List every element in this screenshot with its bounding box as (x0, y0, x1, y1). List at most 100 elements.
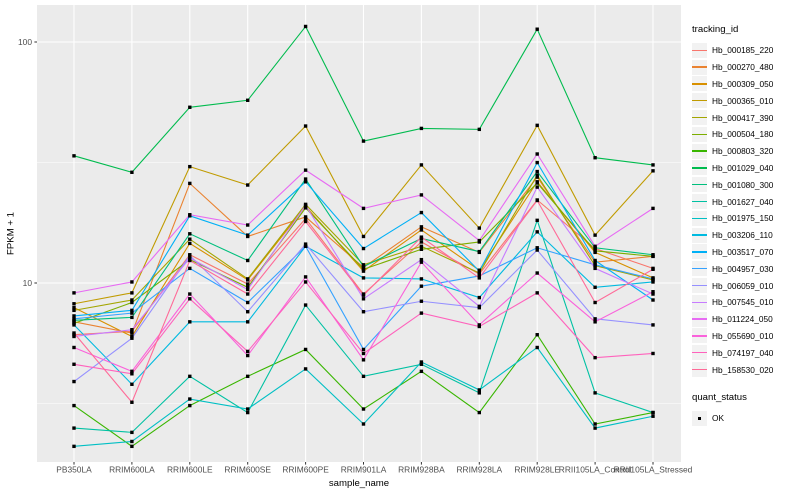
data-point (593, 300, 597, 305)
legend-item-label: Hb_055690_010 (712, 330, 774, 341)
data-point (72, 323, 76, 327)
data-point (246, 300, 250, 305)
data-point (246, 282, 250, 286)
data-point (246, 258, 250, 263)
data-point (361, 347, 366, 352)
quant-ok-square-marker-icon (692, 410, 707, 426)
legend-item-Hb_000270_480: Hb_000270_480 (692, 59, 798, 76)
data-point (419, 244, 424, 248)
data-point (246, 320, 250, 324)
data-point (188, 213, 192, 217)
legend-title-quant-status: quant_status (692, 391, 747, 403)
data-point (419, 369, 424, 374)
data-point (361, 422, 366, 426)
legend-item-Hb_000309_050: Hb_000309_050 (692, 76, 798, 93)
data-point (535, 333, 539, 337)
data-point (72, 317, 76, 321)
data-point (651, 267, 655, 271)
data-point (361, 269, 366, 273)
data-point (72, 308, 76, 313)
data-point (72, 444, 76, 449)
legend-item-Hb_006059_010: Hb_006059_010 (692, 277, 798, 294)
data-point (361, 264, 366, 269)
data-point (361, 206, 366, 211)
data-point (361, 297, 366, 301)
data-point (246, 287, 250, 292)
data-point (535, 230, 539, 234)
legend-line-swatch-icon (692, 160, 707, 176)
data-point (303, 244, 308, 248)
data-point (130, 170, 134, 174)
x-tick-label: RRIM901LA (341, 465, 387, 475)
data-point (303, 367, 308, 371)
legend-item-Hb_007545_010: Hb_007545_010 (692, 294, 798, 311)
data-point (246, 277, 250, 281)
data-point (303, 24, 308, 29)
data-point (535, 198, 539, 203)
data-point (419, 225, 424, 229)
legend-line-swatch-icon (692, 294, 707, 310)
data-point (593, 391, 597, 395)
legend-line-swatch-icon (692, 362, 707, 378)
data-point (72, 362, 76, 366)
data-point (130, 369, 134, 374)
x-tick-label: RRII105LA_Control (559, 465, 632, 475)
y-tick-label: 10 (23, 278, 33, 288)
data-point (188, 237, 192, 241)
legend-item-Hb_000803_320: Hb_000803_320 (692, 143, 798, 160)
data-point (246, 310, 250, 314)
data-point (419, 311, 424, 315)
legend-item-Hb_074197_040: Hb_074197_040 (692, 344, 798, 361)
data-point (477, 410, 481, 415)
x-tick-label: RRIM928LA (456, 465, 502, 475)
legend-item-label: Hb_001627_040 (712, 196, 774, 207)
data-point (188, 164, 192, 169)
data-point (593, 355, 597, 360)
data-point (72, 291, 76, 295)
data-point (361, 358, 366, 362)
data-point (593, 266, 597, 271)
data-point (535, 246, 539, 250)
data-point (130, 382, 134, 386)
data-point (72, 379, 76, 384)
data-point (130, 336, 134, 340)
legend: tracking_id Hb_000185_220 Hb_000270_480 Hb… (692, 24, 798, 427)
data-point (593, 426, 597, 430)
legend-item-Hb_001080_300: Hb_001080_300 (692, 176, 798, 193)
data-point (477, 274, 481, 278)
legend-item-label: Hb_000504_180 (712, 129, 774, 140)
data-point (361, 267, 366, 271)
legend-line-swatch-icon (692, 42, 707, 58)
data-point (419, 126, 424, 131)
data-point (477, 295, 481, 300)
data-point (303, 347, 308, 352)
data-point (535, 218, 539, 223)
data-point (246, 292, 250, 296)
data-point (477, 324, 481, 329)
data-point (593, 422, 597, 426)
legend-line-swatch-icon (692, 110, 707, 126)
data-point (651, 323, 655, 327)
data-point (246, 410, 250, 415)
data-point (651, 292, 655, 296)
data-point (188, 181, 192, 186)
legend-item-label: Hb_001975_150 (712, 213, 774, 224)
data-point (361, 310, 366, 314)
legend-item-label: Hb_000803_320 (712, 146, 774, 157)
legend-item-label: Hb_007545_010 (712, 297, 774, 308)
data-point (651, 277, 655, 281)
data-point (593, 156, 597, 160)
data-point (303, 124, 308, 128)
data-point (303, 168, 308, 172)
data-point (477, 388, 481, 392)
legend-line-swatch-icon (692, 278, 707, 294)
data-point (593, 320, 597, 324)
data-point (651, 351, 655, 356)
legend-item-label: Hb_000417_390 (712, 112, 774, 123)
data-point (477, 391, 481, 395)
legend-line-swatch-icon (692, 244, 707, 260)
data-point (246, 285, 250, 289)
data-point (246, 98, 250, 102)
data-point (188, 258, 192, 263)
legend-item-Hb_001627_040: Hb_001627_040 (692, 193, 798, 210)
